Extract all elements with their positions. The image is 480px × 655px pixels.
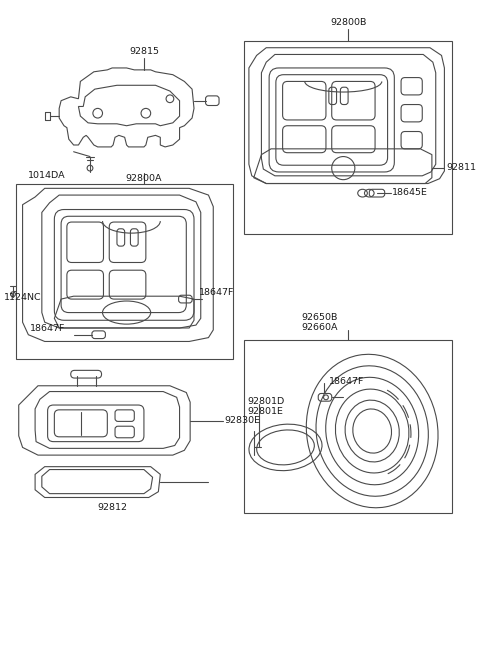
Text: 1124NC: 1124NC [4, 293, 42, 303]
Text: 92801D: 92801D [247, 398, 284, 406]
Text: 92812: 92812 [98, 503, 128, 512]
Text: 92801E: 92801E [247, 407, 283, 416]
Text: 1014DA: 1014DA [28, 171, 66, 180]
Text: 18647F: 18647F [329, 377, 364, 386]
Text: 92815: 92815 [129, 47, 159, 56]
Bar [244, 41, 452, 234]
Text: 92800A: 92800A [126, 174, 162, 183]
Bar [244, 339, 452, 513]
Text: 92830E: 92830E [225, 416, 261, 425]
Text: 92800B: 92800B [330, 18, 366, 28]
Text: 18647F: 18647F [199, 288, 234, 297]
Text: 18647F: 18647F [30, 324, 66, 333]
Text: 92811: 92811 [446, 162, 476, 172]
Text: 92650B: 92650B [302, 313, 338, 322]
Bar [16, 183, 232, 359]
Text: 18645E: 18645E [393, 188, 428, 196]
Text: 92660A: 92660A [302, 323, 338, 332]
